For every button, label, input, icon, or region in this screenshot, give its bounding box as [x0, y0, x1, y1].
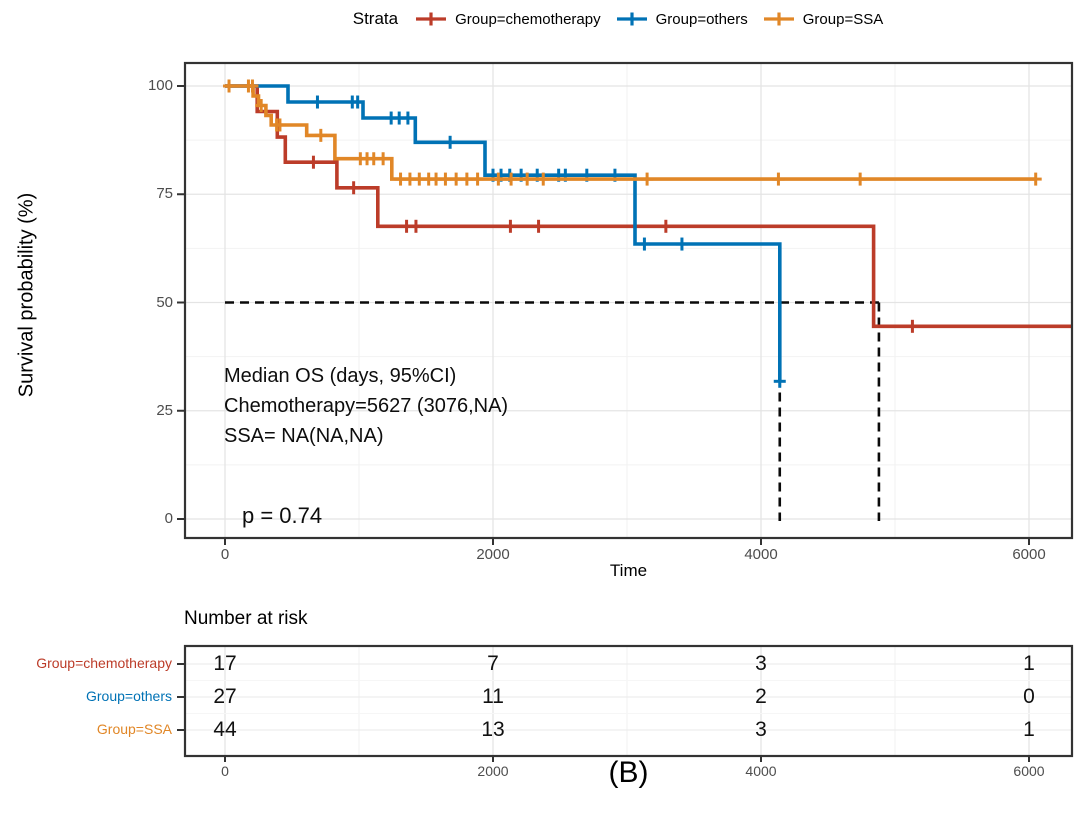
- x-axis-title: Time: [609, 561, 648, 580]
- legend-item-chemotherapy: Group=chemotherapy: [415, 11, 601, 28]
- risk-count: 27: [213, 685, 237, 708]
- median-annotation-header: Median OS (days, 95%CI): [224, 365, 457, 387]
- risk-table-title: Number at risk: [184, 608, 308, 629]
- x-axis-tick-label: 6000: [1012, 546, 1046, 563]
- risk-count: 11: [482, 685, 504, 708]
- y-axis-tick-label: 0: [164, 510, 173, 527]
- median-annotation-ssa: SSA= NA(NA,NA): [224, 425, 384, 447]
- legend-key-chemotherapy-icon: [416, 12, 447, 26]
- risk-count: 44: [213, 718, 237, 741]
- risk-count: 1: [1023, 718, 1035, 741]
- median-annotation: Median OS (days, 95%CI) Chemotherapy=562…: [224, 361, 508, 451]
- risk-count: 3: [755, 718, 767, 741]
- legend-item-ssa: Group=SSA: [763, 11, 883, 28]
- legend-label: Group=chemotherapy: [455, 10, 601, 28]
- legend-item-others: Group=others: [616, 11, 748, 28]
- risk-count: 1: [1023, 652, 1035, 675]
- y-axis-tick-label: 50: [156, 293, 173, 311]
- x-axis-tick-label: 4000: [744, 546, 778, 563]
- x-axis-tick-label: 0: [220, 546, 230, 563]
- risk-axis-tick-label: 0: [221, 763, 229, 779]
- risk-axis-tick-label: 2000: [477, 763, 509, 779]
- risk-count: 7: [487, 652, 499, 675]
- legend-key-others-icon: [616, 12, 647, 26]
- p-value-annotation: p = 0.74: [242, 503, 323, 528]
- y-axis-tick-label: 75: [156, 185, 173, 203]
- legend: Strata Group=chemotherapy Group=others G…: [78, 5, 1080, 33]
- legend-title: Strata: [352, 9, 399, 28]
- figure-caption: (B): [608, 756, 649, 789]
- median-annotation-chemotherapy: Chemotherapy=5627 (3076,NA): [224, 395, 509, 417]
- risk-count: 2: [755, 685, 767, 708]
- risk-row-label: Group=others: [86, 688, 172, 704]
- x-axis-tick-label: 2000: [476, 546, 510, 563]
- risk-axis-tick-label: 4000: [745, 763, 777, 779]
- risk-axis-tick-label: 6000: [1013, 763, 1045, 779]
- risk-row-label: Group=chemotherapy: [36, 655, 172, 671]
- risk-count: 17: [213, 652, 237, 675]
- risk-row-label: Group=SSA: [96, 721, 172, 737]
- risk-count: 0: [1023, 685, 1035, 708]
- risk-count: 13: [481, 718, 505, 741]
- legend-label: Group=SSA: [802, 10, 884, 28]
- legend-key-ssa-icon: [763, 12, 794, 26]
- y-axis-tick-label: 25: [156, 401, 173, 419]
- y-axis-tick-label: 100: [147, 77, 173, 94]
- legend-label: Group=others: [655, 10, 748, 28]
- risk-count: 3: [755, 652, 767, 675]
